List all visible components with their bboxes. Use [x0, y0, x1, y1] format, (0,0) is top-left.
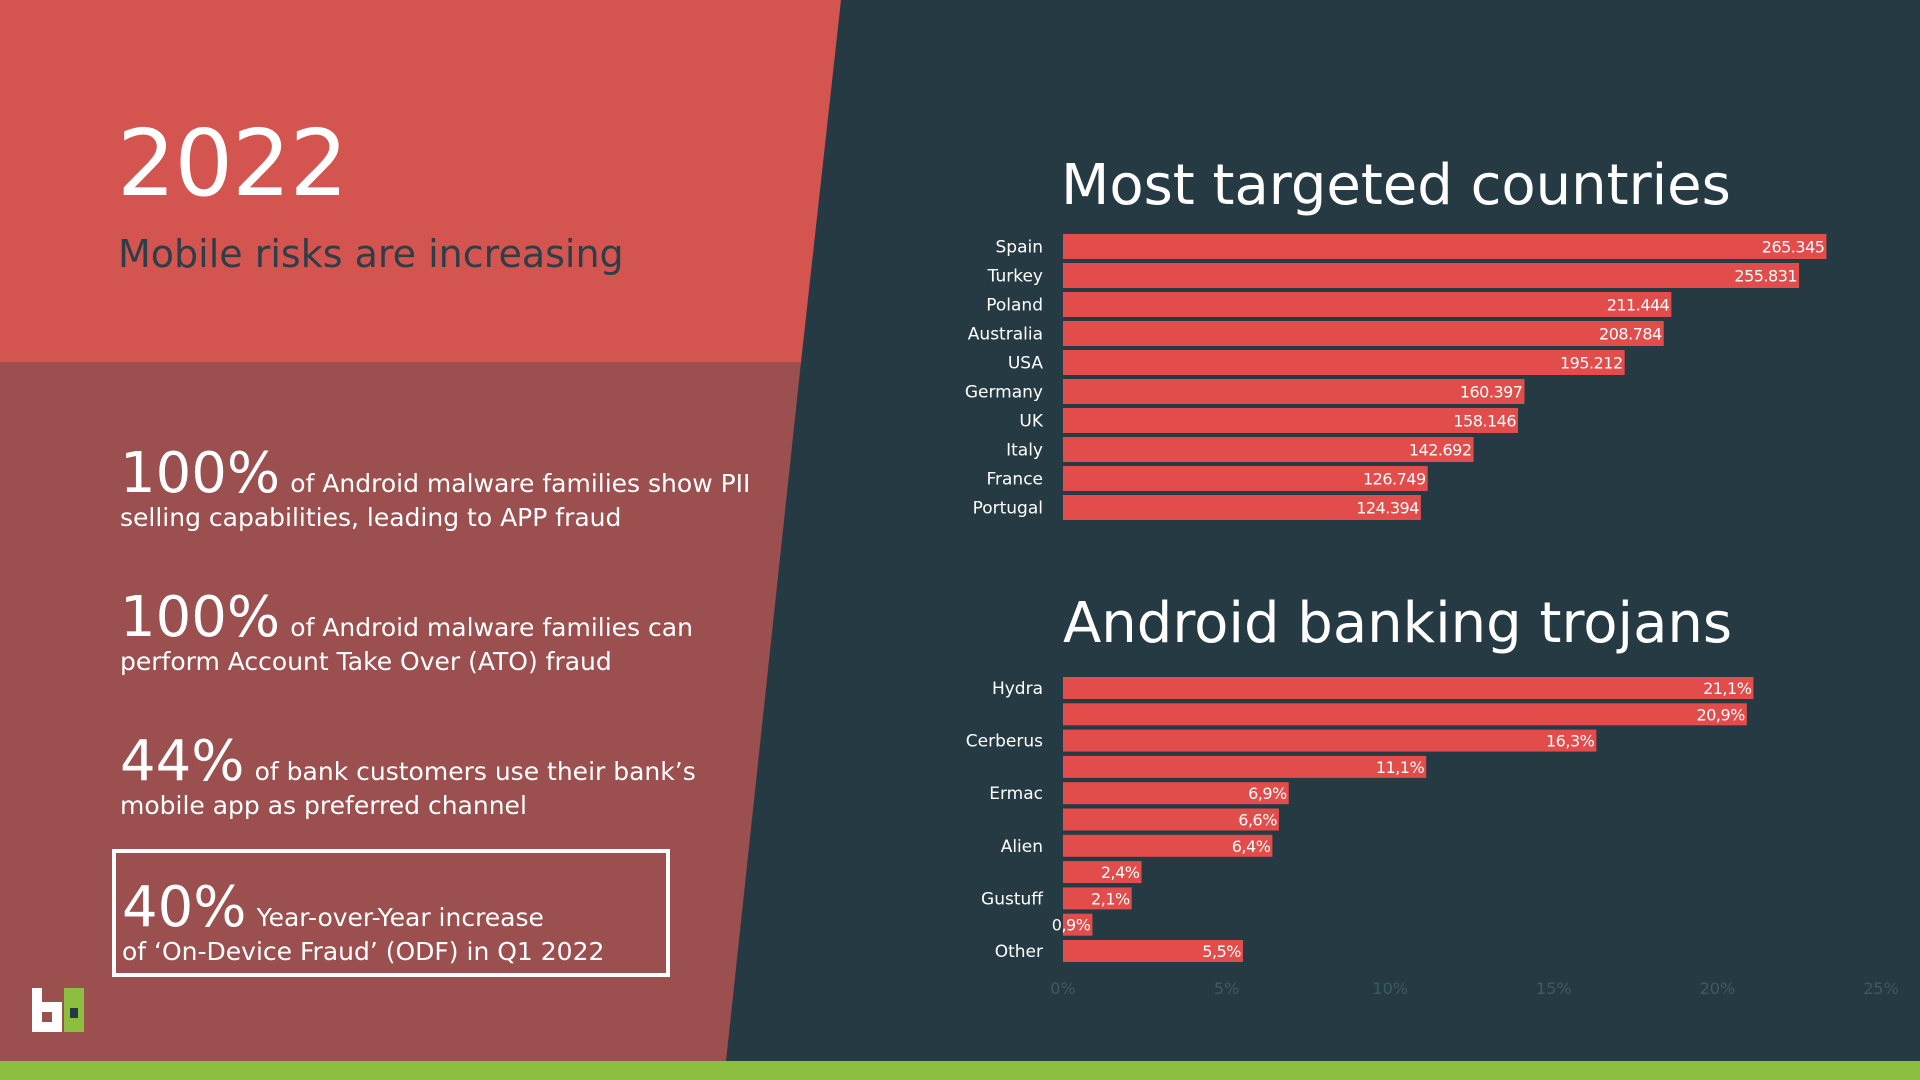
category-label: Hydra [992, 679, 1043, 699]
logo [32, 988, 84, 1032]
bar [1063, 379, 1525, 404]
data-label: 6,9% [1248, 784, 1287, 803]
hero-subtitle: Mobile risks are increasing [118, 232, 624, 276]
bar [1063, 782, 1289, 805]
logo-mark [32, 988, 84, 1032]
data-label: 195.212 [1560, 354, 1623, 373]
category-label: USA [1008, 354, 1044, 374]
stat-text-2: mobile app as preferred channel [120, 791, 527, 821]
stat-value: 100% [120, 585, 281, 650]
category-label: Ermac [989, 784, 1043, 804]
data-label: 208.784 [1599, 325, 1662, 344]
data-label: 126.749 [1363, 470, 1426, 489]
bar [1063, 703, 1747, 726]
data-label: 124.394 [1356, 499, 1419, 518]
bar [1063, 263, 1800, 288]
data-label: 11,1% [1376, 758, 1425, 777]
panel-bottom-shape [0, 362, 801, 1080]
stat-value: 100% [120, 441, 281, 506]
bar [1063, 350, 1625, 375]
stat-pii: 100% of Android malware families show PI… [120, 446, 760, 535]
bar [1063, 408, 1519, 433]
data-label: 158.146 [1453, 412, 1516, 431]
bar [1063, 292, 1672, 317]
x-tick-label: 25% [1863, 979, 1899, 998]
category-label: Alien [1001, 837, 1043, 857]
category-label: UK [1019, 412, 1043, 432]
stat-text-2: of ‘On-Device Fraud’ (ODF) in Q1 2022 [122, 937, 605, 967]
data-label: 265.345 [1762, 238, 1825, 257]
bar [1063, 755, 1427, 778]
category-label: Italy [1006, 441, 1043, 461]
category-label: Portugal [973, 499, 1043, 519]
stat-text: of Android malware families show PII [290, 469, 751, 498]
stat-odf: 40% Year-over-Year increase of ‘On-Devic… [122, 880, 762, 969]
bar [1063, 834, 1273, 857]
category-label: Poland [986, 296, 1043, 316]
stat-value: 40% [122, 875, 247, 940]
panel-top-shape [0, 0, 841, 362]
chart-title-countries: Most targeted countries [1061, 153, 1731, 218]
x-tick-label: 5% [1214, 979, 1239, 998]
data-label: 211.444 [1607, 296, 1670, 315]
bar [1063, 940, 1243, 962]
data-label: 5,5% [1202, 942, 1241, 961]
bar [1063, 887, 1132, 910]
stat-text-2: selling capabilities, leading to APP fra… [120, 503, 622, 533]
bar [1063, 466, 1428, 491]
data-label: 2,1% [1091, 889, 1130, 908]
stat-value: 44% [120, 729, 245, 794]
stat-ato: 100% of Android malware families can per… [120, 590, 760, 679]
hero-year: 2022 [117, 110, 348, 217]
bar [1063, 861, 1142, 884]
data-label: 6,6% [1238, 811, 1277, 830]
category-label: Cerberus [966, 732, 1043, 752]
category-label: Germany [965, 383, 1043, 403]
data-label: 160.397 [1460, 383, 1523, 402]
data-label: 255.831 [1734, 267, 1797, 286]
stat-text: of bank customers use their bank’s [254, 757, 696, 786]
bar [1063, 495, 1421, 520]
data-label: 6,4% [1232, 837, 1271, 856]
data-label: 2,4% [1101, 863, 1140, 882]
category-label: Turkey [987, 267, 1043, 287]
bar [1063, 729, 1597, 752]
bottom-accent-bar [0, 1061, 1920, 1080]
stat-mobile-app: 44% of bank customers use their bank’s m… [120, 734, 760, 823]
stat-text-2: perform Account Take Over (ATO) fraud [120, 647, 612, 677]
data-label: 142.692 [1409, 441, 1472, 460]
bar [1063, 437, 1474, 462]
data-label: 20,9% [1697, 705, 1746, 724]
data-label: 16,3% [1546, 732, 1595, 751]
chart-title-trojans: Android banking trojans [1063, 591, 1733, 656]
bar [1063, 321, 1664, 346]
data-label: 21,1% [1703, 679, 1752, 698]
category-label: Other [995, 942, 1043, 962]
x-tick-label: 20% [1700, 979, 1736, 998]
category-label: Spain [996, 238, 1044, 258]
bar [1063, 913, 1093, 936]
bar [1063, 677, 1754, 699]
highlight-box [112, 849, 670, 977]
stat-text: Year-over-Year increase [256, 903, 544, 932]
data-label: 0,9% [1052, 916, 1091, 935]
left-panel [0, 0, 841, 1080]
x-tick-label: 10% [1372, 979, 1408, 998]
stat-text: of Android malware families can [290, 613, 693, 642]
x-tick-label: 0% [1050, 979, 1075, 998]
x-tick-label: 15% [1536, 979, 1572, 998]
bar [1063, 808, 1279, 831]
category-label: France [986, 470, 1043, 490]
category-label: Gustuff [981, 889, 1044, 909]
left-panel-shape [0, 0, 841, 1080]
category-label: Australia [968, 325, 1043, 345]
bar [1063, 234, 1827, 259]
